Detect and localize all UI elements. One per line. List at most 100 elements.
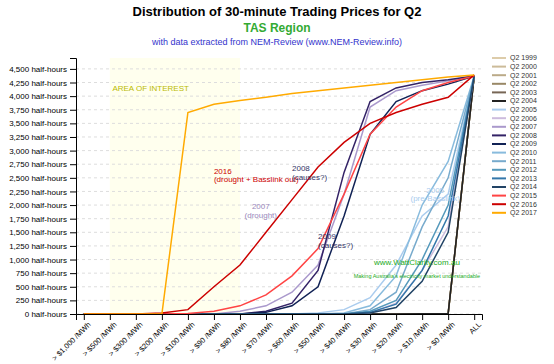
y-tick: 250 half-hours [16, 296, 76, 305]
x-tick-label: > $0 /MWh [425, 320, 457, 352]
y-tick-mark [70, 151, 76, 152]
y-tick-label: 2,250 half-hours [9, 188, 67, 197]
grid-line [76, 245, 482, 246]
y-tick-label: 1,000 half-hours [9, 256, 67, 265]
legend-swatch [492, 83, 506, 85]
legend-item: Q2 2016 [492, 201, 537, 209]
y-tick: 3,500 half-hours [9, 119, 76, 128]
y-tick-label: 2,750 half-hours [9, 160, 67, 169]
y-tick-mark [70, 219, 76, 220]
x-tick-mark [162, 314, 163, 320]
legend-label: Q2 2004 [510, 97, 537, 105]
legend-item: Q2 2010 [492, 149, 537, 157]
y-tick-label: 0 half-hours [25, 310, 67, 319]
y-tick: 1,000 half-hours [9, 256, 76, 265]
x-tick-mark [292, 314, 293, 320]
legend-swatch [492, 66, 506, 68]
legend-label: Q2 2007 [510, 123, 537, 131]
y-tick-mark [70, 123, 76, 124]
legend-swatch [492, 117, 506, 119]
x-tick-mark [318, 314, 319, 320]
y-tick-mark [70, 205, 76, 206]
y-tick: 1,250 half-hours [9, 242, 76, 251]
legend-label: Q2 2003 [510, 89, 537, 97]
y-tick-label: 3,250 half-hours [9, 133, 67, 142]
x-tick-mark [474, 314, 475, 320]
legend-item: Q2 2006 [492, 115, 537, 123]
annotation: Making Australia's electricity market un… [354, 273, 480, 279]
y-tick: 2,000 half-hours [9, 201, 76, 210]
y-tick-label: 2,000 half-hours [9, 201, 67, 210]
y-tick-label: 500 half-hours [16, 283, 67, 292]
legend-label: Q2 2005 [510, 106, 537, 114]
y-tick-mark [70, 260, 76, 261]
y-tick-mark [70, 69, 76, 70]
x-tick-mark [188, 314, 189, 320]
legend-item: Q2 2009 [492, 140, 537, 148]
legend-swatch [492, 152, 506, 154]
legend-swatch [492, 126, 506, 128]
grid-line [76, 150, 482, 151]
y-tick: 2,500 half-hours [9, 174, 76, 183]
x-axis-line [77, 315, 483, 321]
legend-swatch [492, 134, 506, 136]
x-tick-mark [136, 314, 137, 320]
y-tick-mark [70, 232, 76, 233]
x-tick-mark [422, 314, 423, 320]
y-tick: 4,500 half-hours [9, 65, 76, 74]
x-axis: > $1,000 /MWh> $500 /MWh> $300 /MWh> $20… [50, 314, 483, 363]
y-tick-mark [70, 110, 76, 111]
y-tick: 500 half-hours [16, 283, 76, 292]
y-tick-label: 4,000 half-hours [9, 92, 67, 101]
subtitle-2: with data extracted from NEM-Review (www… [151, 37, 402, 47]
y-tick-mark [70, 96, 76, 97]
legend-swatch [492, 169, 506, 171]
legend-label: Q2 2014 [510, 183, 537, 191]
legend-swatch [492, 177, 506, 179]
y-axis: 0 half-hours 250 half-hours 500 half-hours… [9, 59, 76, 320]
legend-item: Q2 2008 [492, 132, 537, 140]
y-tick-label: 3,750 half-hours [9, 106, 67, 115]
x-tick-mark [448, 314, 449, 320]
y-tick-label: 4,250 half-hours [9, 79, 67, 88]
legend-label: Q2 2013 [510, 175, 537, 183]
legend-swatch [492, 160, 506, 162]
y-tick-mark [70, 273, 76, 274]
y-tick-mark [70, 246, 76, 247]
x-tick-mark [84, 314, 85, 320]
y-tick-mark [70, 300, 76, 301]
y-tick-label: 1,250 half-hours [9, 242, 67, 251]
x-tick: > $0 /MWh [425, 314, 457, 352]
y-tick: 2,250 half-hours [9, 188, 76, 197]
y-tick-label: 3,000 half-hours [9, 147, 67, 156]
legend-swatch [492, 100, 506, 102]
x-tick-mark [240, 314, 241, 320]
annotation: AREA OF INTEREST [112, 84, 189, 93]
legend-label: Q2 2001 [510, 72, 537, 80]
annotation: 2007(drought) [245, 202, 278, 220]
legend-swatch [492, 109, 506, 111]
legend-item: Q2 1999 [492, 54, 537, 62]
legend-swatch [492, 57, 506, 59]
x-tick-mark [110, 314, 111, 320]
legend-label: Q2 2009 [510, 140, 537, 148]
y-tick-label: 2,500 half-hours [9, 174, 67, 183]
legend-swatch [492, 74, 506, 76]
x-tick-mark [344, 314, 345, 320]
legend-swatch [492, 203, 506, 205]
annotation: 2016(drought + Basslink out) [214, 167, 299, 185]
y-tick-label: 750 half-hours [16, 269, 67, 278]
x-tick-mark [396, 314, 397, 320]
chart: Distribution of 30-minute Trading Prices… [0, 0, 554, 364]
annotation: 2005(pre-Basslink) [410, 186, 460, 204]
y-tick-label: 4,500 half-hours [9, 65, 67, 74]
legend-item: Q2 2003 [492, 89, 537, 97]
grid-line [76, 191, 482, 192]
x-tick-mark [370, 314, 371, 320]
y-tick: 0 half-hours [25, 310, 76, 319]
y-tick: 1,500 half-hours [9, 228, 76, 237]
y-tick-mark [70, 287, 76, 288]
y-tick-label: 1,500 half-hours [9, 228, 67, 237]
legend-label: Q2 2000 [510, 63, 537, 71]
grid-line [76, 286, 482, 287]
